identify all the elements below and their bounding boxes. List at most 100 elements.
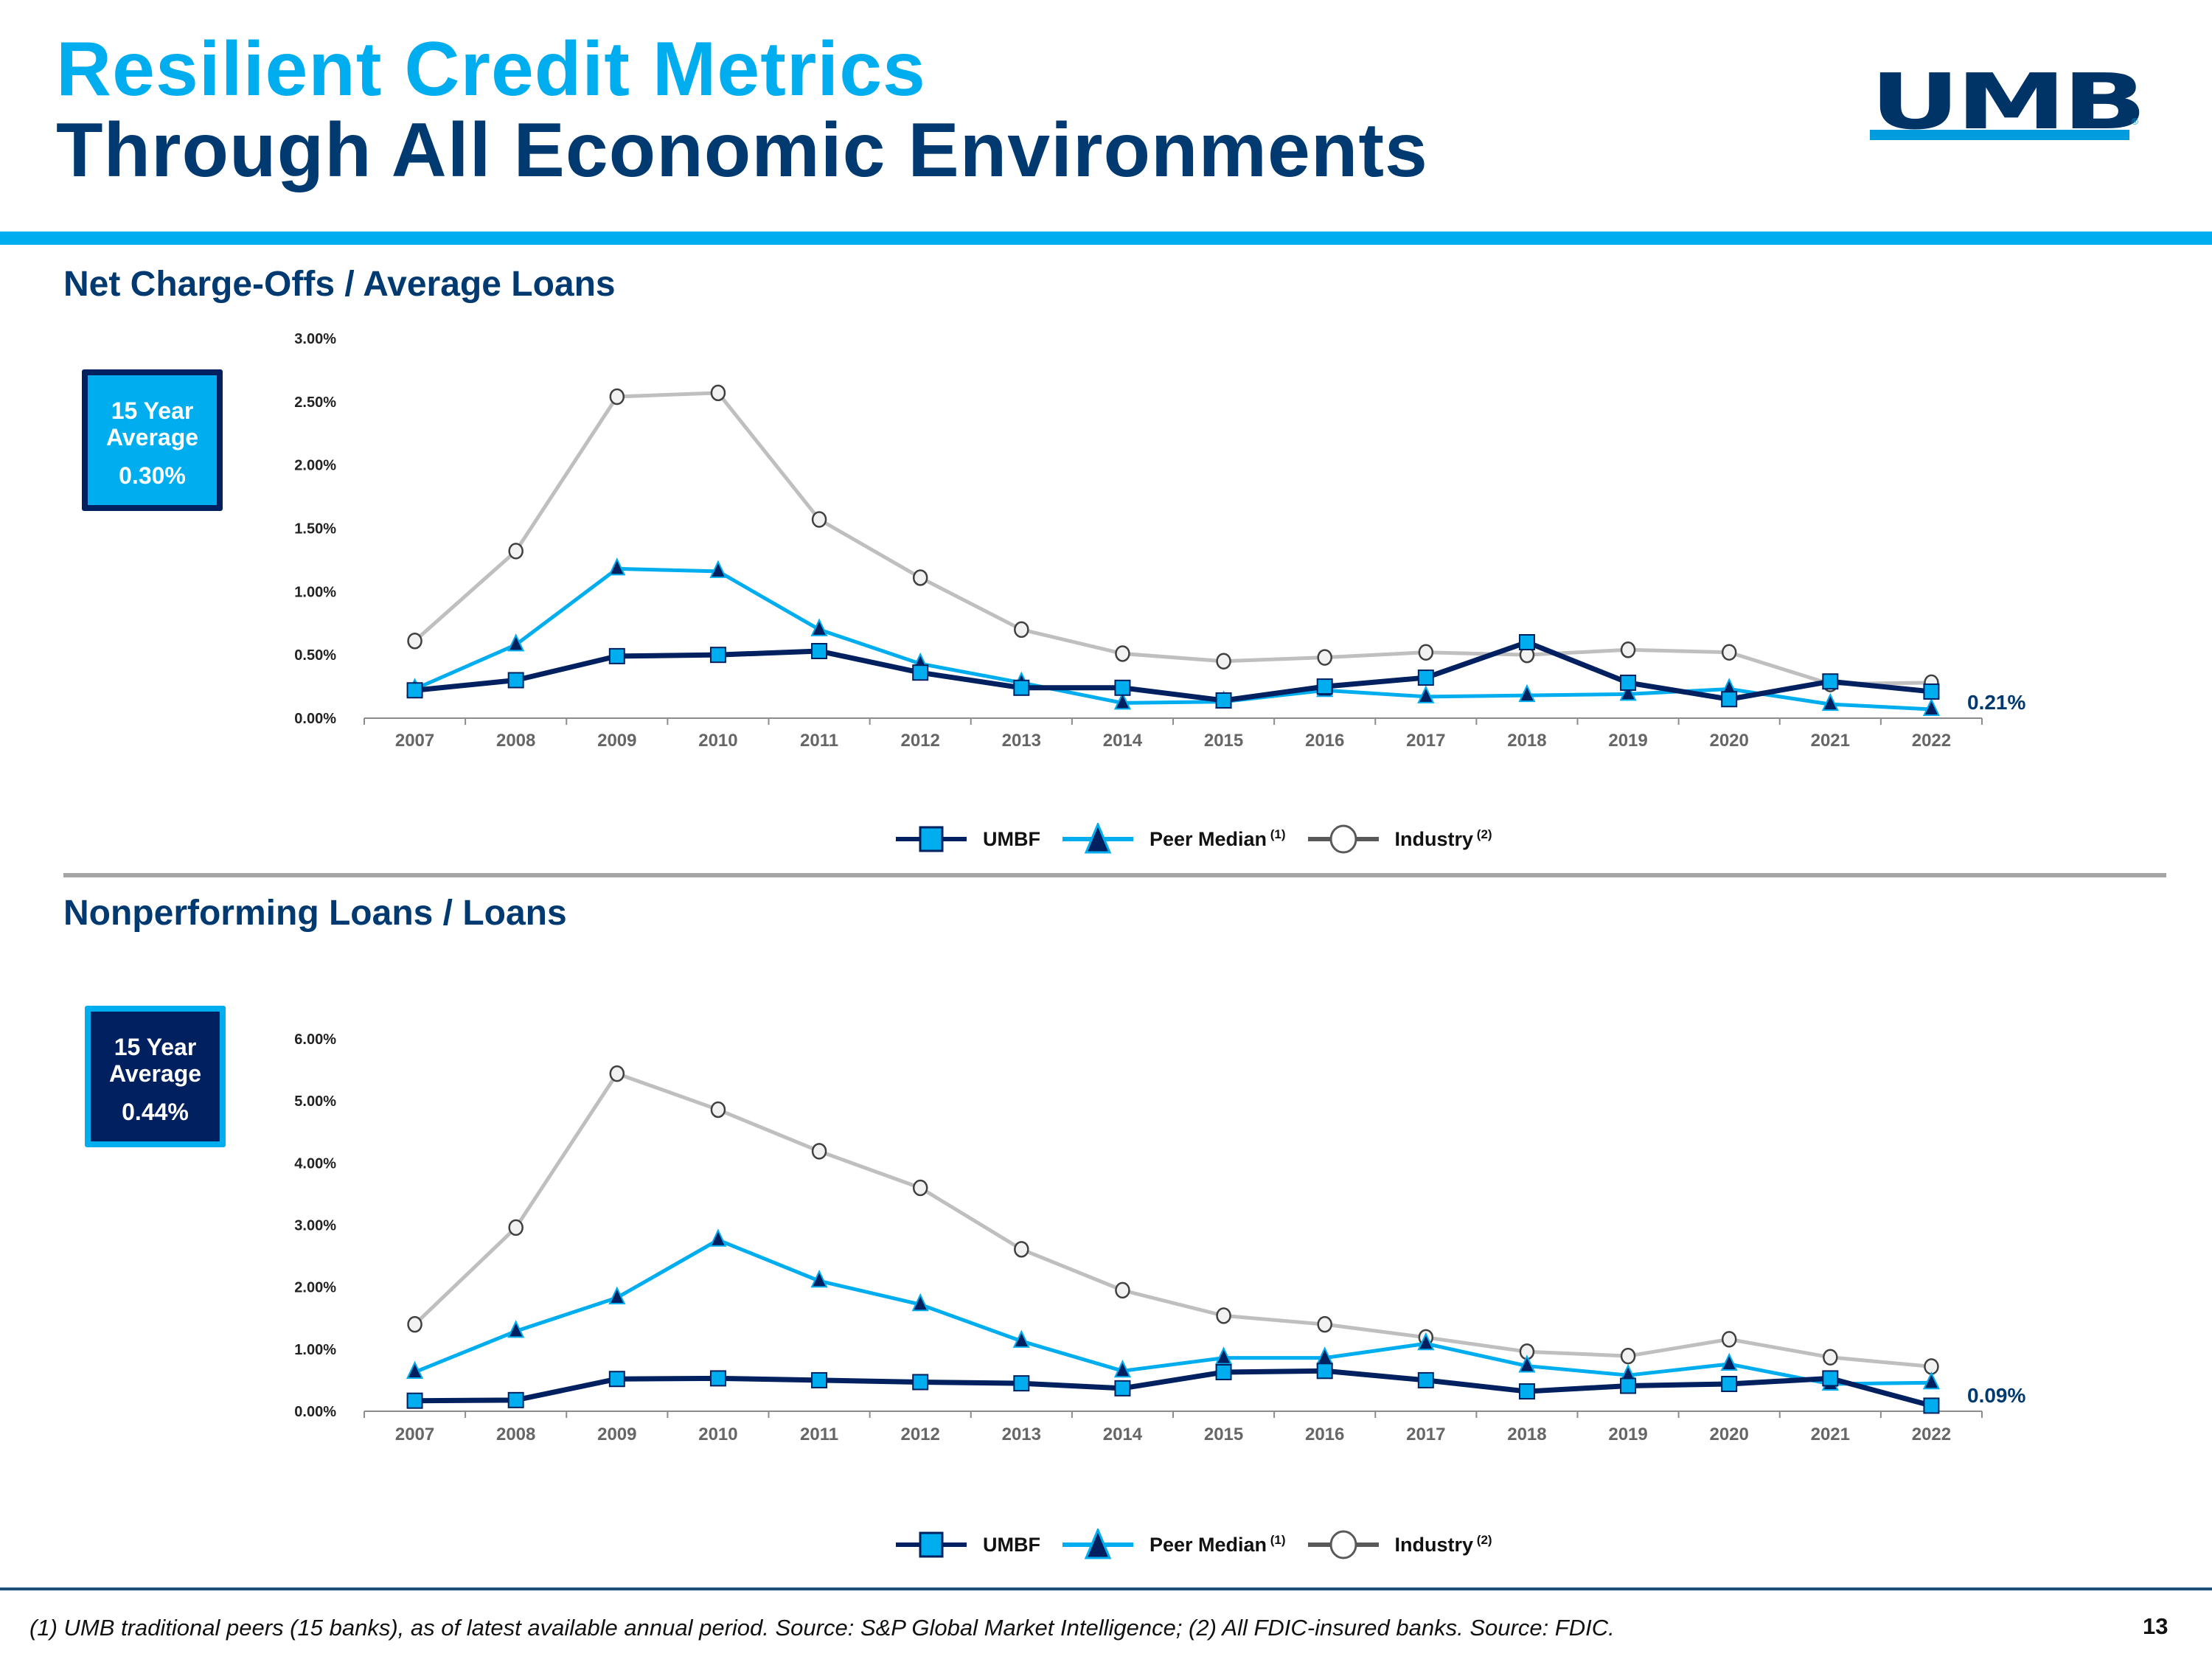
data-point-peer-median	[709, 1228, 727, 1247]
data-point-umbf	[1316, 678, 1333, 695]
x-tick-label: 2016	[1305, 1425, 1344, 1444]
data-point-umbf	[507, 1391, 524, 1408]
y-tick-label: 3.00%	[294, 331, 336, 347]
series-line-umbf	[414, 639, 1932, 703]
data-point-industry	[1317, 1315, 1332, 1333]
data-point-peer-median	[810, 1269, 828, 1288]
data-point-umbf	[1316, 1363, 1333, 1380]
y-tick-label: 1.50%	[294, 521, 336, 538]
registered-mark: ®	[2132, 116, 2138, 127]
data-point-umbf	[709, 647, 726, 664]
y-tick-label: 4.00%	[294, 1155, 336, 1172]
section-title-nonperforming-loans: Nonperforming Loans / Loans	[63, 894, 567, 933]
page-number: 13	[2143, 1613, 2168, 1639]
data-point-umbf	[1417, 1371, 1434, 1388]
data-point-peer-median	[1214, 1346, 1233, 1365]
data-point-umbf	[1114, 1380, 1131, 1397]
x-tick-label: 2021	[1811, 731, 1850, 751]
legend-item-umbf: UMBF	[894, 1528, 1040, 1561]
x-tick-label: 2010	[698, 1425, 737, 1444]
y-tick-label: 2.00%	[294, 458, 336, 474]
data-point-peer-median	[1113, 692, 1132, 710]
title-line-2: Through All Economic Environments	[56, 108, 1428, 193]
footer-divider	[0, 1587, 2212, 1590]
data-point-peer-median	[1518, 1354, 1536, 1373]
series-markers-industry	[407, 384, 1939, 692]
legend-item-industry: Industry (2)	[1307, 823, 1492, 855]
x-tick-label: 2016	[1305, 731, 1344, 751]
data-point-industry	[1721, 1331, 1737, 1348]
x-tick-label: 2017	[1406, 1425, 1445, 1444]
data-point-umbf	[1114, 679, 1131, 696]
data-point-umbf	[1721, 1375, 1738, 1392]
data-point-peer-median	[810, 618, 828, 636]
series-line-industry	[413, 1071, 1932, 1368]
x-tick-label: 2020	[1709, 731, 1748, 751]
legend-item-umbf: UMBF	[894, 823, 1040, 855]
legend-triangle-marker	[1084, 1528, 1112, 1559]
legend-net-charge-offs: UMBF Peer Median (1) Industry (2)	[894, 823, 1513, 855]
legend-footnote-ref: (1)	[1267, 827, 1286, 841]
data-point-peer-median	[1720, 1352, 1738, 1371]
data-point-peer-median	[1417, 1332, 1435, 1351]
data-point-industry	[1014, 1241, 1029, 1258]
data-point-industry	[407, 1315, 422, 1333]
data-point-umbf	[1620, 1377, 1637, 1394]
y-tick-label: 2.50%	[294, 394, 336, 411]
y-tick-label: 0.00%	[294, 1404, 336, 1420]
data-point-umbf	[1721, 691, 1738, 708]
x-tick-label: 2009	[597, 731, 636, 751]
data-point-umbf	[912, 664, 929, 681]
data-point-industry	[609, 1065, 625, 1082]
avg-box-value: 0.44%	[122, 1099, 189, 1125]
data-point-industry	[1823, 1349, 1838, 1366]
avg-box-label-line1: 15 Year	[114, 1034, 197, 1060]
data-point-industry	[1115, 1281, 1130, 1299]
x-tick-label: 2009	[597, 1425, 636, 1444]
legend-triangle-marker	[1084, 823, 1112, 854]
avg-box-value: 0.30%	[119, 462, 186, 489]
legend-swatch-square-icon	[896, 826, 967, 852]
data-point-peer-median	[911, 1293, 929, 1312]
data-point-industry	[508, 1219, 524, 1237]
x-tick-label: 2007	[395, 1425, 434, 1444]
legend-swatch-triangle-icon	[1062, 823, 1133, 854]
data-point-umbf	[406, 682, 423, 699]
data-point-industry	[710, 384, 726, 402]
legend-label: UMBF	[983, 827, 1040, 850]
data-point-industry	[1317, 649, 1332, 666]
legend-item-industry: Industry (2)	[1307, 1528, 1492, 1561]
y-tick-label: 0.50%	[294, 647, 336, 664]
data-point-peer-median	[709, 560, 727, 578]
legend-item-peer-median: Peer Median (1)	[1061, 823, 1286, 855]
x-tick-label: 2022	[1912, 731, 1951, 751]
data-point-peer-median	[1417, 685, 1435, 703]
x-tick-label: 2013	[1002, 1425, 1041, 1444]
data-point-peer-median	[1518, 684, 1536, 703]
x-tick-label: 2007	[395, 731, 434, 751]
data-point-umbf	[1923, 683, 1940, 700]
data-point-umbf	[1215, 692, 1232, 709]
fifteen-year-average-box-npl: 15 Year Average 0.44%	[85, 1006, 226, 1147]
x-tick-label: 2012	[900, 1425, 939, 1444]
legend-circle-marker	[1329, 1530, 1357, 1559]
data-point-peer-median	[406, 1360, 424, 1379]
series-line-peer-median	[414, 1238, 1932, 1386]
data-point-industry	[1115, 645, 1130, 662]
x-tick-label: 2022	[1912, 1425, 1951, 1444]
x-tick-label: 2008	[496, 731, 535, 751]
fifteen-year-average-box-nco: 15 Year Average 0.30%	[82, 369, 223, 511]
data-point-umbf	[811, 643, 828, 660]
legend-swatch-circle-icon	[1307, 824, 1379, 854]
chart-net-charge-offs-svg: 0.00% 0.50% 1.00% 1.50% 2.00% 2.50% 3.00% 2007 2…	[294, 331, 2025, 751]
y-tick-label: 5.00%	[294, 1093, 336, 1110]
legend-swatch-triangle-icon	[1062, 1528, 1133, 1559]
x-tick-label: 2014	[1103, 1425, 1143, 1444]
data-point-industry	[1721, 644, 1737, 661]
y-tick-label: 1.00%	[294, 584, 336, 600]
data-point-industry	[811, 1143, 827, 1160]
footnote: (1) UMB traditional peers (15 banks), as…	[29, 1615, 1615, 1641]
y-tick-label: 2.00%	[294, 1280, 336, 1296]
data-point-industry	[912, 569, 928, 586]
x-tick-label: 2015	[1204, 731, 1243, 751]
